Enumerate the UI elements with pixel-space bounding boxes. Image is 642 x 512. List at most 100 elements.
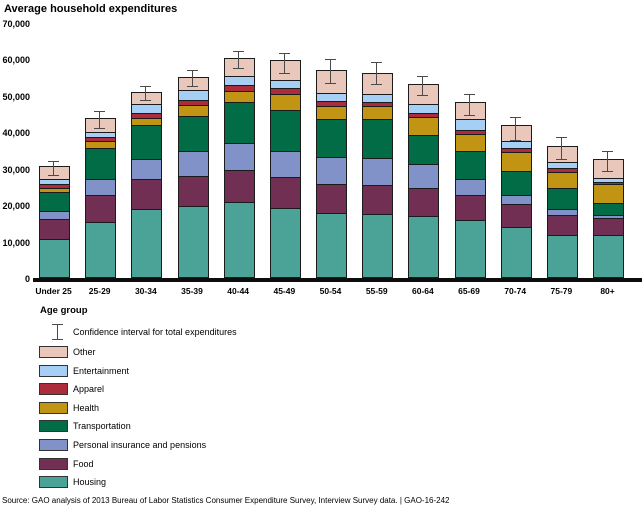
legend-swatch [39,457,68,470]
bar-segment-food [502,203,531,228]
bar-segment-apparel [40,184,69,189]
confidence-interval-whisker [278,52,291,75]
bar-segment-entertainment [409,104,438,114]
bar-segment-other [317,71,346,94]
bar-80+ [593,159,624,278]
bar-segment-apparel [409,113,438,118]
legend-swatch [39,346,68,358]
bar-segment-transportation [86,147,115,179]
confidence-interval-whisker [555,136,568,161]
bar-segment-transportation [594,202,623,216]
bar-segment-food [548,214,577,235]
bar-segment-food [40,219,69,240]
legend-item-food: Food [39,457,339,471]
bar-segment-health [317,106,346,119]
x-tick-label: 80+ [600,286,615,296]
confidence-interval-whisker [47,161,60,177]
bar-segment-health [594,184,623,203]
bar-segment-health [179,105,208,116]
bar-segment-food [132,178,161,209]
bar-segment-food [594,217,623,235]
error-bar-icon [51,324,64,340]
bar-segment-transportation [456,150,485,179]
bar-segment-apparel [132,113,161,119]
bar-segment-health [225,90,254,103]
bar-segment-apparel [225,85,254,91]
legend-label: Health [73,402,100,413]
legend-item-entertainment: Entertainment [39,364,339,378]
legend-swatch [39,364,68,377]
bar-segment-entertainment [363,94,392,102]
legend-item-health: Health [39,401,339,415]
bar-segment-personal-insurance-and-pensions [86,178,115,195]
legend-label: Personal insurance and pensions [73,440,207,450]
bar-segment-apparel [271,88,300,95]
legend-item-apparel: Apparel [39,383,339,396]
source-note: Source: GAO analysis of 2013 Bureau of L… [2,496,450,505]
bar-segment-housing [548,234,577,277]
bar-segment-food [363,185,392,214]
confidence-interval-whisker [370,61,383,85]
y-tick-label: 40,000 [2,128,30,139]
legend-label: Transportation [73,421,131,432]
bar-segment-apparel [86,137,115,142]
legend-label: Apparel [73,384,105,395]
bar-segment-apparel [363,101,392,107]
bar-segment-food [86,194,115,222]
legend-swatch [39,439,68,451]
x-tick-label: 35-39 [181,286,203,296]
bar-segment-entertainment [594,178,623,183]
bar-segment-health [409,117,438,135]
legend-item-transportation: Transportation [39,420,339,433]
bar-35-39 [178,76,209,278]
bar-segment-apparel [548,168,577,173]
bar-55-59 [362,72,393,278]
bar-segment-apparel [502,148,531,153]
bar-segment-entertainment [317,93,346,102]
bar-segment-transportation [317,118,346,157]
x-tick-label: Under 25 [35,286,72,296]
bar-60-64 [408,84,439,278]
bar-segment-transportation [179,115,208,151]
confidence-interval-whisker [601,150,614,172]
bar-segment-health [86,141,115,148]
bar-segment-personal-insurance-and-pensions [317,156,346,185]
x-tick-label: 50-54 [319,286,342,296]
bar-segment-entertainment [456,119,485,130]
confidence-interval-whisker [416,75,429,96]
legend-label: Confidence interval for total expenditur… [73,327,237,337]
bar-segment-transportation [40,191,69,212]
bar-segment-personal-insurance-and-pensions [502,195,531,204]
bar-segment-transportation [132,125,161,159]
bar-segment-housing [363,213,392,277]
bar-segment-housing [317,213,346,277]
x-tick-label: 65-69 [458,286,480,296]
bar-45-49 [270,59,301,278]
bar-segment-other [594,160,623,179]
bar-segment-health [132,118,161,126]
bar-segment-apparel [317,101,346,107]
bar-segment-food [271,177,300,208]
bar-segment-transportation [271,110,300,151]
legend-item-personal-insurance-and-pensions: Personal insurance and pensions [39,439,339,452]
bar-30-34 [131,91,162,278]
bar-segment-other [456,102,485,120]
bar-segment-food [225,169,254,202]
bar-segment-entertainment [179,90,208,100]
legend-swatch [39,476,68,489]
bar-segment-housing [225,201,254,277]
confidence-interval-whisker [463,93,476,116]
bar-segment-housing [271,207,300,277]
bar-segment-personal-insurance-and-pensions [594,215,623,218]
bar-segment-other [86,118,115,132]
bar-segment-personal-insurance-and-pensions [456,178,485,195]
bar-segment-transportation [363,119,392,158]
y-tick-label: 10,000 [2,237,30,248]
x-tick-label: 60-64 [411,286,434,296]
x-tick-label: 45-49 [273,286,296,296]
bar-segment-entertainment [132,103,161,114]
x-tick-label: 40-44 [227,286,250,296]
bar-segment-transportation [409,134,438,164]
bar-segment-food [317,184,346,214]
bar-segment-food [409,187,438,216]
